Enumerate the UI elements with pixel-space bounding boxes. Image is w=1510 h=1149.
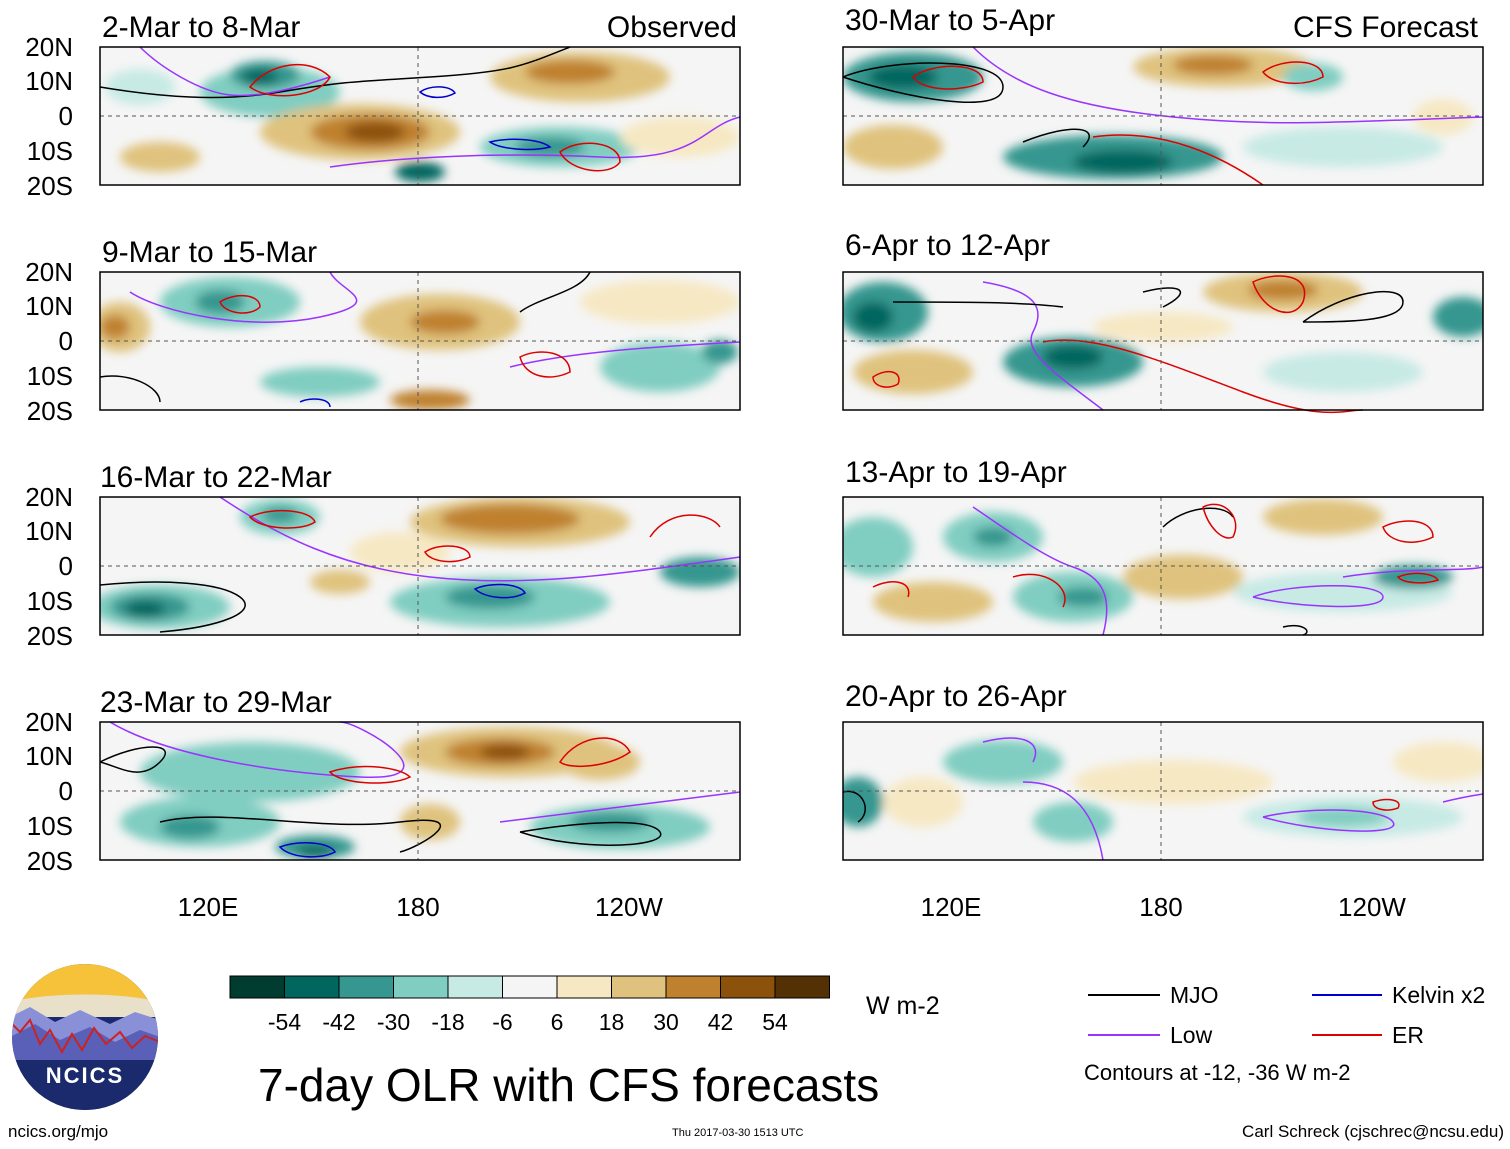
contour-note: Contours at -12, -36 W m-2: [1084, 1060, 1351, 1085]
lat-label: 20S: [27, 171, 73, 201]
legend-item-low: Low: [1088, 1022, 1213, 1048]
panel-p8: [842, 721, 1484, 861]
lat-labels-p2: 20N 10N 0 10S 20S: [25, 257, 73, 426]
panel-label-p2: 9-Mar to 15-Mar: [102, 236, 317, 269]
observed-header: Observed: [607, 11, 737, 44]
panel-label-p4: 23-Mar to 29-Mar: [100, 686, 332, 719]
lat-label: 20N: [25, 482, 73, 512]
panel-p2: [99, 271, 741, 411]
colorbar-label: 18: [599, 1009, 625, 1035]
colorbar-swatch: [284, 975, 340, 999]
lon-labels-right: 120E 180 120W: [921, 892, 1407, 922]
colorbar-swatch: [338, 975, 394, 999]
panel-p5: [842, 46, 1484, 186]
footer-timestamp: Thu 2017-03-30 1513 UTC: [672, 1127, 804, 1139]
olr-map-grid: 2-Mar to 8-Mar 9-Mar to 15-Mar 16-Mar to…: [25, 4, 1484, 922]
colorbar-label: -42: [322, 1009, 355, 1035]
colorbar-swatch: [774, 975, 830, 999]
lon-labels-left: 120E 180 120W: [178, 892, 664, 922]
lon-label: 120W: [595, 892, 663, 922]
colorbar-unit: W m-2: [866, 992, 940, 1020]
panel-p7: [842, 496, 1484, 636]
legend-item-mjo: MJO: [1088, 982, 1219, 1008]
lon-label: 120E: [178, 892, 239, 922]
lat-label: 20S: [27, 396, 73, 426]
footer-author[interactable]: Carl Schreck (cjschrec@ncsu.edu): [1242, 1122, 1504, 1141]
legend-label-er: ER: [1392, 1022, 1424, 1048]
main-title: 7-day OLR with CFS forecasts: [258, 1059, 880, 1111]
colorbar-label: 42: [708, 1009, 734, 1035]
colorbar-label: -30: [377, 1009, 410, 1035]
colorbar-label: -54: [268, 1009, 301, 1035]
lat-label: 10N: [25, 291, 73, 321]
lat-label: 20S: [27, 846, 73, 876]
panel-p3: [99, 496, 741, 636]
colorbar-swatch: [229, 975, 285, 999]
legend-label-mjo: MJO: [1170, 982, 1219, 1008]
lat-label: 0: [59, 101, 73, 131]
colorbar-label: 6: [551, 1009, 564, 1035]
lon-label: 180: [396, 892, 439, 922]
contour-legend: MJO Low Kelvin x2 ER: [1088, 982, 1485, 1048]
lat-labels-p1: 20N 10N 0 10S 20S: [25, 32, 73, 201]
colorbar-label: 54: [762, 1009, 788, 1035]
panel-label-p1: 2-Mar to 8-Mar: [102, 11, 300, 44]
panel-label-p5: 30-Mar to 5-Apr: [845, 4, 1055, 37]
lat-label: 10N: [25, 741, 73, 771]
lat-label: 20N: [25, 257, 73, 287]
lat-label: 20S: [27, 621, 73, 651]
lat-labels-p4: 20N 10N 0 10S 20S: [25, 707, 73, 876]
legend-item-kelvin: Kelvin x2: [1312, 982, 1485, 1008]
colorbar-swatch: [720, 975, 776, 999]
colorbar-swatch: [665, 975, 721, 999]
lat-labels-p3: 20N 10N 0 10S 20S: [25, 482, 73, 651]
legend-item-er: ER: [1312, 1022, 1424, 1048]
lat-label: 10S: [27, 136, 73, 166]
lat-label: 10N: [25, 516, 73, 546]
footer-url[interactable]: ncics.org/mjo: [8, 1122, 109, 1141]
lat-label: 20N: [25, 32, 73, 62]
panel-p1: [99, 46, 741, 186]
panel-label-p7: 13-Apr to 19-Apr: [845, 456, 1067, 489]
colorbar-swatch: [502, 975, 558, 999]
forecast-header: CFS Forecast: [1293, 11, 1479, 44]
ncics-logo[interactable]: NCICS: [10, 962, 160, 1112]
panel-label-p8: 20-Apr to 26-Apr: [845, 680, 1067, 713]
panel-p4: [99, 721, 741, 861]
panel-label-p6: 6-Apr to 12-Apr: [845, 229, 1050, 262]
colorbar-swatch: [393, 975, 449, 999]
lon-label: 180: [1139, 892, 1182, 922]
legend-label-low: Low: [1170, 1022, 1213, 1048]
colorbar-swatch: [556, 975, 612, 999]
colorbar-label: 30: [653, 1009, 679, 1035]
olr-colorbar: -54 -42 -30 -18 -6 6 18 30 42 54: [229, 975, 830, 1035]
colorbar-swatch: [447, 975, 503, 999]
logo-text: NCICS: [46, 1063, 124, 1088]
legend-label-kelvin: Kelvin x2: [1392, 982, 1485, 1008]
lat-label: 0: [59, 776, 73, 806]
colorbar-label: -18: [431, 1009, 464, 1035]
lat-label: 10S: [27, 586, 73, 616]
lat-label: 0: [59, 326, 73, 356]
lat-label: 10N: [25, 66, 73, 96]
colorbar-swatch: [611, 975, 667, 999]
lat-label: 10S: [27, 361, 73, 391]
lat-label: 10S: [27, 811, 73, 841]
lat-label: 20N: [25, 707, 73, 737]
lon-label: 120E: [921, 892, 982, 922]
panel-label-p3: 16-Mar to 22-Mar: [100, 461, 332, 494]
colorbar-label: -6: [492, 1009, 512, 1035]
lat-label: 0: [59, 551, 73, 581]
panel-p6: [842, 271, 1484, 414]
lon-label: 120W: [1338, 892, 1406, 922]
